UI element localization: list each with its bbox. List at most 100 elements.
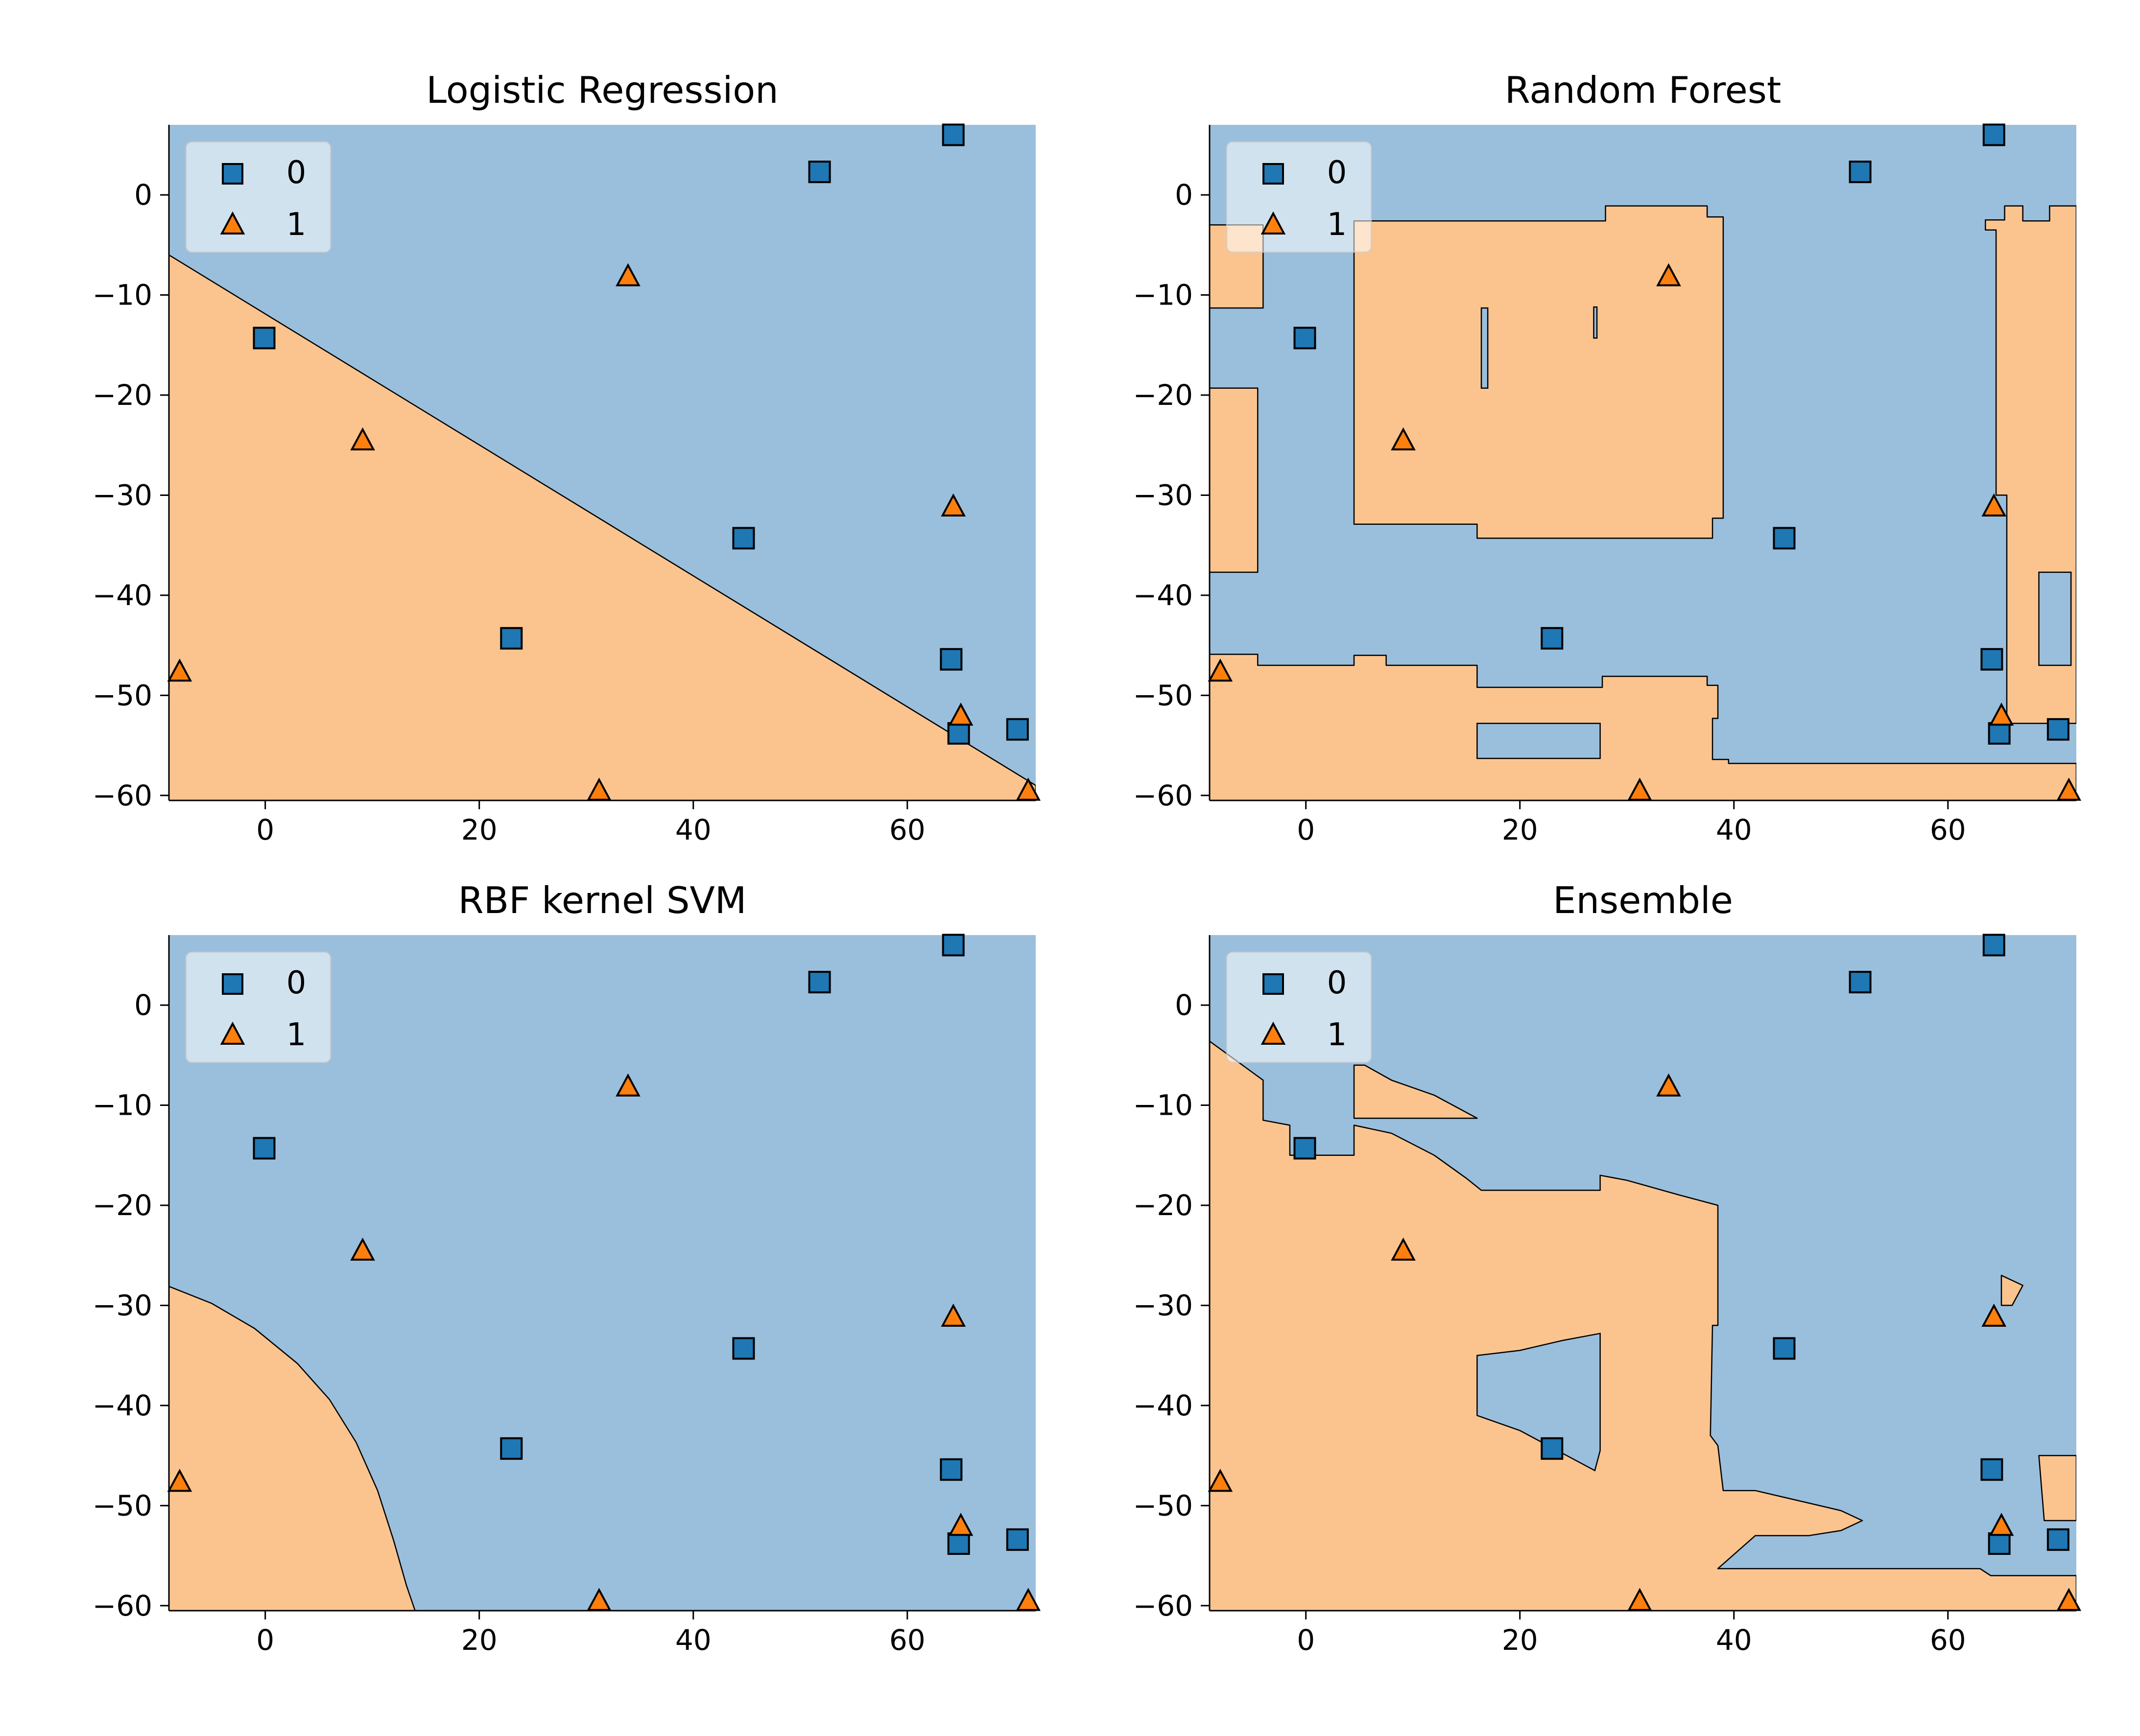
y-tick-label: −30	[1133, 1289, 1193, 1322]
x-tick-label: 0	[256, 813, 274, 846]
x-tick-label: 60	[1930, 813, 1966, 846]
legend-marker-0	[1262, 163, 1284, 185]
point-class-1	[941, 493, 966, 516]
y-tick-label: −60	[93, 1589, 152, 1622]
class-1-region	[1353, 1064, 1478, 1119]
point-class-0	[2046, 1528, 2069, 1551]
data-points	[1208, 123, 2082, 801]
y-tick-label: 0	[134, 178, 152, 211]
x-tick-label: 20	[461, 1623, 498, 1657]
y-tick-label: −40	[1133, 1389, 1193, 1422]
y-tick-label: −10	[1133, 279, 1193, 312]
x-tick-label: 0	[1297, 813, 1315, 846]
point-class-0	[1988, 1532, 2011, 1555]
subplot-title: Ensemble	[1553, 879, 1733, 922]
y-tick-label: −10	[1133, 1089, 1193, 1122]
point-class-0	[732, 527, 755, 550]
legend-marker-0	[222, 163, 243, 185]
point-class-0	[942, 123, 965, 146]
legend-label-1: 1	[286, 1017, 307, 1053]
point-class-1	[616, 263, 641, 286]
point-class-1	[1208, 658, 1233, 682]
legend: 01	[185, 951, 332, 1063]
point-class-0	[808, 971, 831, 994]
y-tick-label: −60	[93, 779, 152, 812]
point-class-0	[500, 627, 523, 650]
legend-box	[1226, 141, 1372, 253]
point-class-0	[940, 1458, 963, 1481]
y-tick-label: −20	[93, 378, 152, 412]
point-class-1	[1656, 263, 1681, 286]
point-class-1	[1391, 427, 1416, 451]
point-class-0	[942, 934, 965, 957]
y-tick-label: −30	[1133, 478, 1193, 512]
point-class-0	[253, 1137, 276, 1160]
class-1-region	[1210, 387, 1259, 573]
y-tick-label: −20	[1133, 1189, 1193, 1222]
subplot-1: 0 20 40 60 0 −10 −20 −30 −40 −50 −60 Logistic Regre…	[93, 69, 1041, 846]
legend-label-1: 1	[1327, 1017, 1347, 1053]
point-class-0	[1982, 123, 2005, 146]
point-class-0	[2046, 718, 2069, 741]
y-tick-label: −20	[93, 1189, 152, 1222]
legend-box	[1226, 951, 1372, 1063]
point-class-0	[1982, 934, 2005, 957]
point-class-0	[1293, 1137, 1316, 1160]
y-tick-label: −30	[93, 1289, 152, 1322]
point-class-1	[616, 1073, 641, 1097]
subplot-title: Logistic Regression	[426, 69, 778, 112]
point-class-1	[350, 1237, 375, 1261]
point-class-0	[1006, 718, 1029, 741]
x-tick-label: 40	[1716, 1623, 1752, 1657]
y-tick-label: 0	[134, 988, 152, 1022]
x-tick-label: 40	[675, 813, 712, 846]
point-class-0	[1988, 722, 2011, 745]
point-class-1	[1989, 1513, 2014, 1536]
x-tick-label: 60	[889, 813, 926, 846]
legend-label-0: 0	[286, 155, 307, 191]
point-class-1	[1981, 493, 2007, 516]
legend-label-0: 0	[1327, 155, 1347, 191]
point-class-0	[808, 161, 831, 184]
legend-marker-0	[222, 973, 243, 995]
class-0-region	[1480, 307, 1489, 389]
x-tick-label: 60	[1930, 1623, 1966, 1657]
point-class-0	[947, 1532, 970, 1555]
point-class-1	[1656, 1073, 1681, 1097]
point-class-1	[350, 427, 375, 451]
legend-label-0: 0	[1327, 965, 1347, 1001]
y-tick-label: −10	[93, 1089, 152, 1122]
y-tick-label: 0	[1175, 178, 1193, 211]
x-tick-label: 40	[675, 1623, 712, 1657]
data-points	[167, 123, 1041, 801]
legend: 01	[185, 141, 332, 253]
legend-label-1: 1	[286, 207, 307, 243]
data-points	[1208, 934, 2082, 1611]
point-class-0	[947, 722, 970, 745]
point-class-1	[1989, 703, 2014, 726]
legend-label-1: 1	[1327, 207, 1347, 243]
point-class-0	[940, 648, 963, 671]
point-class-0	[1006, 1528, 1029, 1551]
legend-label-0: 0	[286, 965, 307, 1001]
legend-box	[185, 951, 332, 1063]
y-tick-label: −50	[1133, 1489, 1193, 1522]
legend: 01	[1226, 951, 1372, 1063]
legend-marker-1	[1260, 1021, 1286, 1045]
point-class-0	[732, 1337, 755, 1360]
x-tick-label: 20	[1502, 1623, 1538, 1657]
x-tick-label: 60	[889, 1623, 926, 1657]
point-class-0	[500, 1437, 523, 1460]
point-class-0	[1773, 1337, 1796, 1360]
class-1-region	[2000, 1274, 2023, 1306]
point-class-1	[1391, 1237, 1416, 1261]
point-class-0	[1980, 1458, 2003, 1481]
point-class-0	[1293, 327, 1316, 350]
subplot-title: RBF kernel SVM	[458, 879, 747, 922]
legend-marker-0	[1262, 973, 1284, 995]
point-class-1	[1208, 1469, 1233, 1492]
y-tick-label: −50	[1133, 679, 1193, 712]
y-tick-label: −30	[93, 478, 152, 512]
